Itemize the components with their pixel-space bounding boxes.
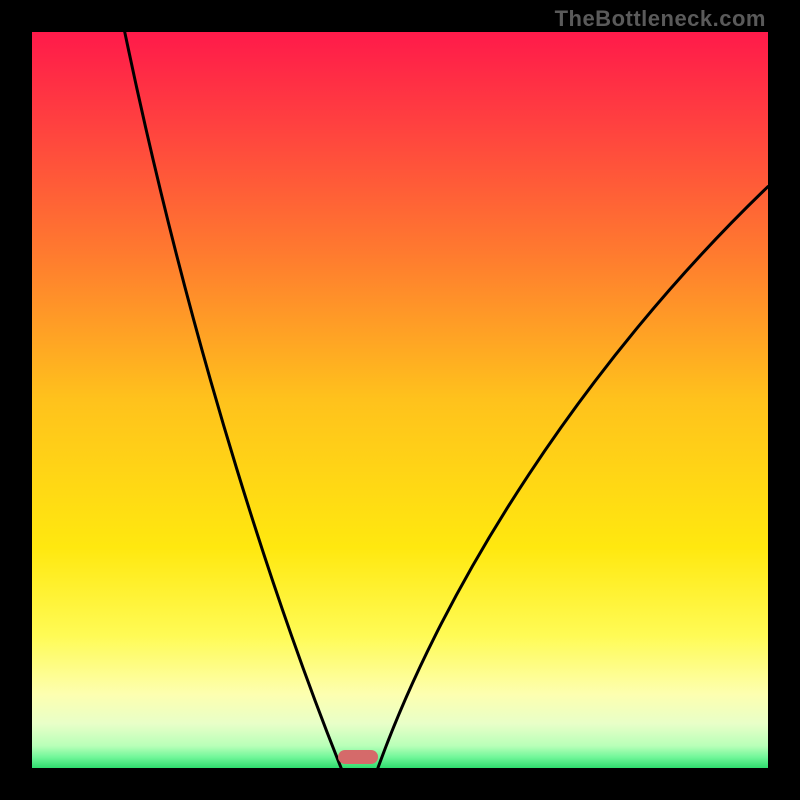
left-curve bbox=[125, 32, 341, 768]
optimum-marker bbox=[338, 750, 378, 764]
curve-layer bbox=[0, 0, 800, 800]
watermark-text: TheBottleneck.com bbox=[555, 6, 766, 32]
right-curve bbox=[378, 187, 768, 768]
